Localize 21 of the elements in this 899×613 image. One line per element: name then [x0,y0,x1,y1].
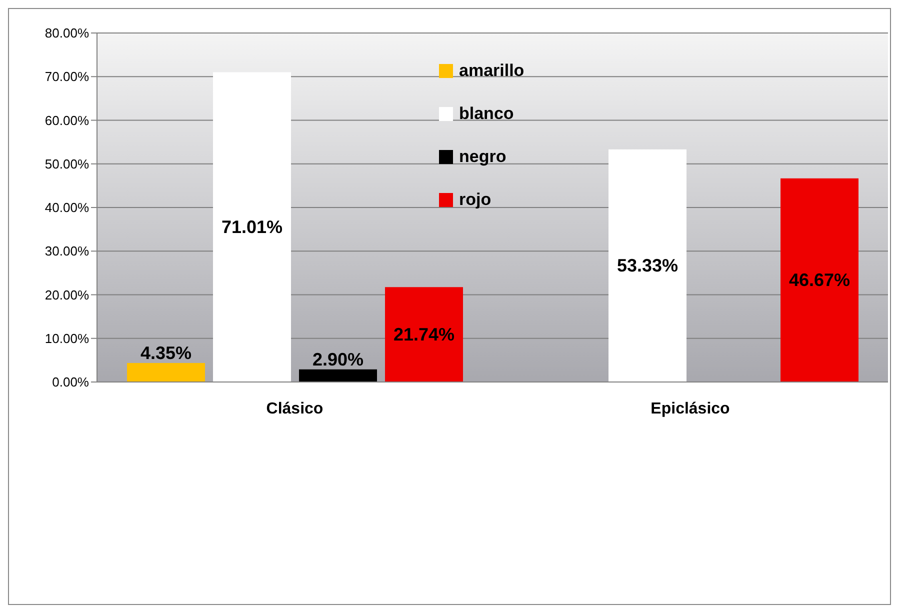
data-label: 46.67% [788,270,850,290]
y-tick-label: 30.00% [44,244,90,259]
y-tick-label: 80.00% [44,26,90,41]
x-tick-label: Clásico [266,400,324,418]
y-tick-label: 70.00% [44,69,90,84]
y-tick-label: 50.00% [44,156,90,172]
legend-label: negro [459,146,506,166]
y-tick-label: 60.00% [44,112,90,128]
y-tick-label: 40.00% [44,200,90,216]
data-label: 2.90% [312,349,364,370]
y-tick-label: 0.00% [52,374,90,390]
y-tick-label: 10.00% [44,330,90,346]
data-label: 4.35% [140,343,192,364]
x-tick-label: Epiclásico [650,400,730,418]
data-label: 21.74% [393,324,455,345]
data-label: 71.01% [221,217,283,238]
y-tick-label: 20.00% [44,287,90,302]
legend-label: rojo [459,190,492,210]
data-label: 53.33% [616,256,678,276]
legend-label: amarillo [459,60,524,80]
legend-label: blanco [459,104,514,124]
